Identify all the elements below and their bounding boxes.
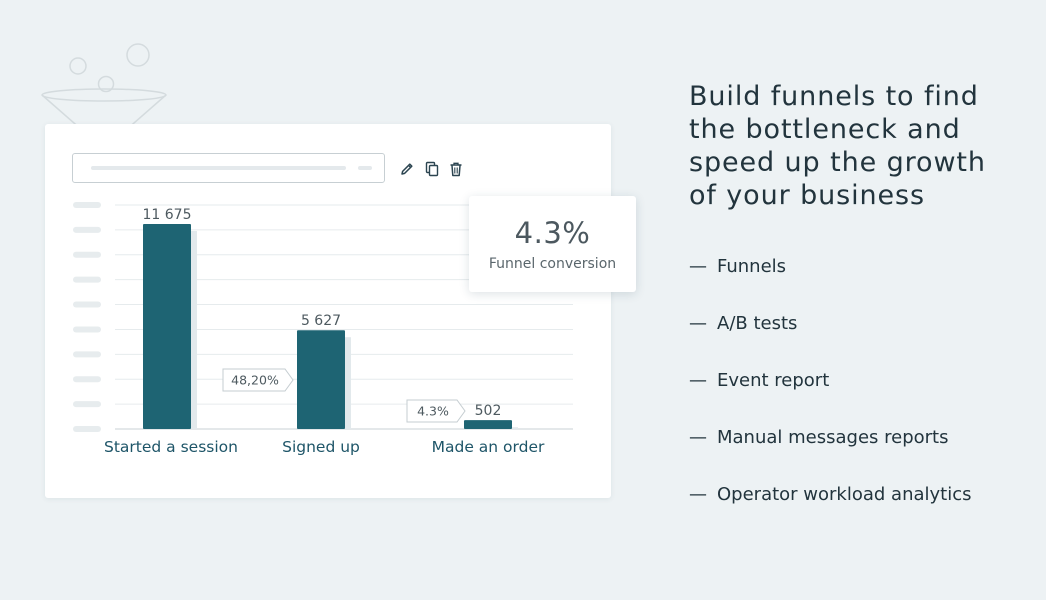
dash-icon: — bbox=[689, 427, 707, 448]
funnel-chart: 11 675 Started a session 5 627 Signed up 502… bbox=[73, 202, 573, 456]
input-placeholder-bar bbox=[91, 166, 346, 170]
feature-item: — Operator workload analytics bbox=[689, 484, 972, 541]
funnel-illustration bbox=[41, 43, 167, 130]
bar bbox=[143, 224, 191, 429]
headline: Build funnels to find the bottleneck and… bbox=[689, 81, 986, 211]
feature-label: Event report bbox=[717, 370, 830, 391]
funnel-conversion-value: 4.3% bbox=[514, 216, 591, 250]
pencil-icon[interactable] bbox=[399, 161, 415, 177]
dash-icon: — bbox=[689, 370, 707, 391]
copy-icon[interactable] bbox=[424, 161, 440, 177]
conversion-tag bbox=[222, 368, 294, 392]
feature-item: — A/B tests bbox=[689, 313, 972, 370]
feature-label: Operator workload analytics bbox=[717, 484, 972, 505]
category-label: Signed up bbox=[282, 438, 360, 456]
funnel-name-input[interactable] bbox=[72, 153, 385, 183]
feature-list: — Funnels — A/B tests — Event report — Manua… bbox=[689, 256, 972, 541]
feature-item: — Manual messages reports bbox=[689, 427, 972, 484]
conversion-tag-label: 48,20% bbox=[231, 373, 279, 388]
funnel-card: 11 675 Started a session 5 627 Signed up 502… bbox=[45, 124, 611, 498]
category-label: Made an order bbox=[432, 438, 545, 456]
bar-value-label: 11 675 bbox=[143, 207, 192, 223]
conversion-tag-label: 4.3% bbox=[417, 404, 449, 419]
bar-value-label: 5 627 bbox=[301, 313, 341, 329]
funnel-conversion-caption: Funnel conversion bbox=[488, 256, 617, 272]
category-label: Started a session bbox=[104, 438, 238, 456]
bar bbox=[297, 330, 345, 429]
bar-value-label: 502 bbox=[475, 403, 502, 419]
trash-icon[interactable] bbox=[448, 161, 464, 177]
input-placeholder-bar-short bbox=[358, 166, 372, 170]
feature-label: Funnels bbox=[717, 256, 787, 277]
dash-icon: — bbox=[689, 484, 707, 505]
dash-icon: — bbox=[689, 313, 707, 334]
feature-label: Manual messages reports bbox=[717, 427, 949, 448]
bar bbox=[464, 420, 512, 429]
funnel-conversion-tooltip: 4.3% Funnel conversion bbox=[469, 196, 636, 292]
feature-item: — Funnels bbox=[689, 256, 972, 313]
feature-label: A/B tests bbox=[717, 313, 798, 334]
feature-item: — Event report bbox=[689, 370, 972, 427]
dash-icon: — bbox=[689, 256, 707, 277]
conversion-tag bbox=[406, 399, 466, 423]
